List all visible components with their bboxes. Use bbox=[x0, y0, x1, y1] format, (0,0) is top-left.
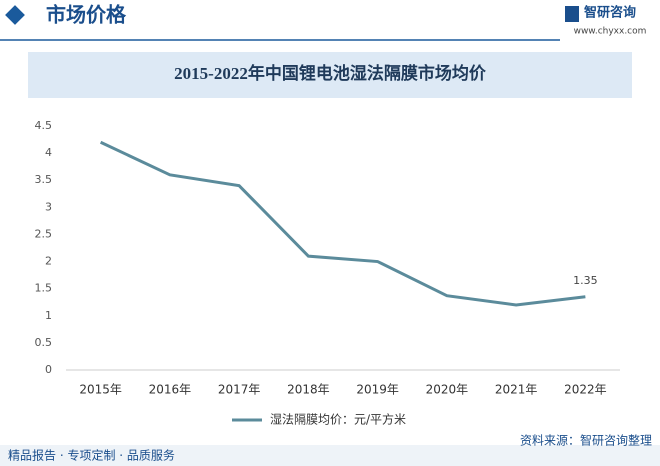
brand: 智研咨询 bbox=[584, 5, 636, 21]
header-diamond bbox=[5, 5, 25, 25]
x-tick-label: 2019年 bbox=[356, 383, 399, 397]
footer-band bbox=[0, 445, 660, 466]
y-tick-label: 4 bbox=[45, 146, 52, 159]
y-tick-label: 0 bbox=[45, 363, 52, 376]
data-label: 1.35 bbox=[573, 274, 598, 287]
y-tick-label: 2.5 bbox=[35, 227, 53, 240]
chart-title: 2015-2022年中国锂电池湿法隔膜市场均价 bbox=[174, 63, 487, 83]
x-tick-label: 2015年 bbox=[79, 383, 122, 397]
section-title: 市场价格 bbox=[46, 3, 127, 27]
logo-icon bbox=[565, 6, 579, 22]
y-tick-label: 2 bbox=[45, 255, 52, 268]
x-tick-label: 2016年 bbox=[149, 383, 192, 397]
footer-source: 资料来源：智研咨询整理 bbox=[520, 433, 652, 448]
y-tick-label: 3 bbox=[45, 200, 52, 213]
x-tick-label: 2017年 bbox=[218, 383, 261, 397]
x-tick-label: 2018年 bbox=[287, 383, 330, 397]
x-tick-label: 2021年 bbox=[495, 383, 538, 397]
website: www.chyxx.com bbox=[574, 27, 647, 37]
x-tick-label: 2020年 bbox=[426, 383, 469, 397]
y-tick-label: 1 bbox=[45, 309, 52, 322]
y-tick-label: 4.5 bbox=[35, 119, 53, 132]
footer-left: 精品报告 · 专项定制 · 品质服务 bbox=[8, 448, 175, 463]
y-tick-label: 0.5 bbox=[35, 336, 53, 349]
line-series bbox=[99, 140, 586, 307]
legend-label: 湿法隔膜均价：元/平方米 bbox=[270, 412, 406, 427]
y-tick-label: 3.5 bbox=[35, 173, 53, 186]
x-tick-label: 2022年 bbox=[564, 383, 607, 397]
y-tick-label: 1.5 bbox=[35, 282, 53, 295]
title-band bbox=[28, 52, 632, 98]
